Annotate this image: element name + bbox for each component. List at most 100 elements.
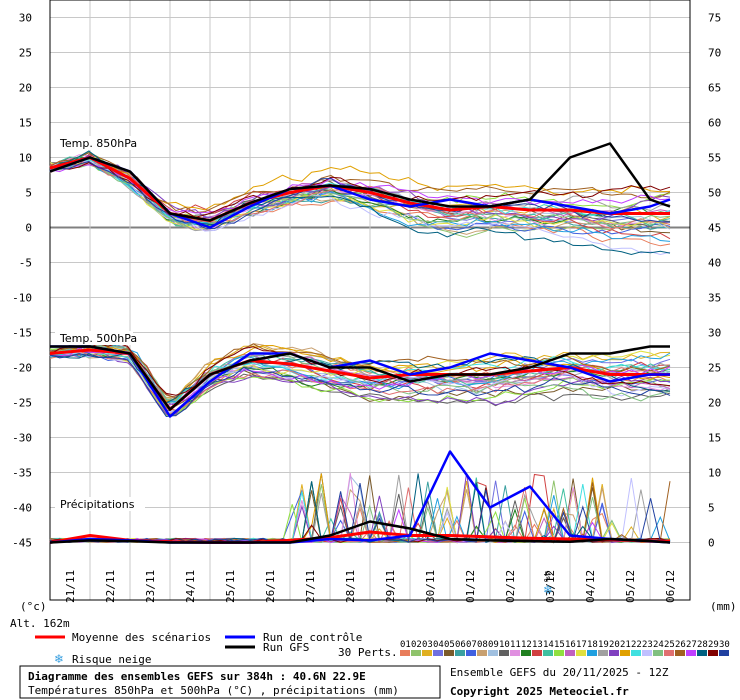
pert-swatch bbox=[653, 650, 663, 656]
series-line-precip bbox=[49, 520, 671, 544]
pert-number: 27 bbox=[686, 640, 697, 650]
pert-number: 17 bbox=[576, 640, 587, 650]
x-date-label: 29/11 bbox=[384, 570, 397, 603]
right-tick-label: 25 bbox=[708, 362, 721, 375]
right-tick-label: 70 bbox=[708, 47, 721, 60]
pert-swatch bbox=[686, 650, 696, 656]
right-tick-label: 60 bbox=[708, 117, 721, 130]
x-date-label: 06/12 bbox=[664, 570, 677, 603]
legend-gfs-label: Run GFS bbox=[263, 641, 309, 654]
altitude-label: Alt. 162m bbox=[10, 617, 70, 630]
pert-number: 30 bbox=[719, 640, 730, 650]
pert-swatch bbox=[565, 650, 575, 656]
legend-control-label: Run de contrôle bbox=[263, 631, 362, 644]
right-tick-label: 35 bbox=[708, 292, 721, 305]
series-line-t850 bbox=[49, 142, 671, 222]
pert-number: 09 bbox=[488, 640, 499, 650]
left-tick-label: -10 bbox=[12, 292, 32, 305]
pert-swatch bbox=[532, 650, 542, 656]
main-series-lines bbox=[49, 142, 671, 544]
right-tick-label: 5 bbox=[708, 502, 715, 515]
x-date-label: 23/11 bbox=[144, 570, 157, 603]
right-tick-label: 0 bbox=[708, 537, 715, 550]
pert-swatch bbox=[642, 650, 652, 656]
perturbation-legend: 01 02 03 04 05 06 07 08 09 10 11 12 13 14 15 16 17 18 19 20… bbox=[400, 640, 730, 656]
right-tick-label: 50 bbox=[708, 187, 721, 200]
pert-number: 26 bbox=[675, 640, 686, 650]
x-axis-ticks: 21/11 22/11 23/11 24/11 25/11 26/11 27/11 28/11… bbox=[64, 570, 677, 603]
left-tick-label: -30 bbox=[12, 432, 32, 445]
info-box bbox=[19, 665, 441, 699]
copyright: Copyright 2025 Meteociel.fr bbox=[450, 685, 629, 698]
pert-number: 13 bbox=[532, 640, 543, 650]
pert-number: 06 bbox=[455, 640, 466, 650]
perturbation-line bbox=[49, 156, 671, 231]
pert-number: 23 bbox=[642, 640, 653, 650]
perturbation-line bbox=[49, 342, 671, 396]
right-tick-label: 10 bbox=[708, 467, 721, 480]
pert-swatch bbox=[499, 650, 509, 656]
t850-panel-label: Temp. 850hPa bbox=[59, 137, 137, 150]
x-date-label: 28/11 bbox=[344, 570, 357, 603]
pert-number: 08 bbox=[477, 640, 488, 650]
pert-number: 04 bbox=[433, 640, 444, 650]
pert-swatch bbox=[631, 650, 641, 656]
pert-number: 07 bbox=[466, 640, 477, 650]
right-tick-label: 20 bbox=[708, 397, 721, 410]
pert-number: 22 bbox=[631, 640, 642, 650]
pert-number: 24 bbox=[653, 640, 664, 650]
perturbation-line bbox=[49, 344, 671, 404]
right-tick-label: 45 bbox=[708, 222, 721, 235]
pert-swatch bbox=[433, 650, 443, 656]
pert-swatch bbox=[543, 650, 553, 656]
pert-number: 28 bbox=[697, 640, 708, 650]
x-date-label: 04/12 bbox=[584, 570, 597, 603]
pert-number: 20 bbox=[609, 640, 620, 650]
snow-icon: ❄ bbox=[54, 652, 64, 666]
pert-swatch bbox=[708, 650, 718, 656]
left-tick-label: 5 bbox=[25, 187, 32, 200]
pert-swatch bbox=[664, 650, 674, 656]
left-tick-label: -20 bbox=[12, 362, 32, 375]
x-date-label: 03/12 bbox=[544, 570, 557, 603]
left-tick-label: 0 bbox=[25, 222, 32, 235]
pert-number: 21 bbox=[620, 640, 631, 650]
left-tick-label: -35 bbox=[12, 467, 32, 480]
pert-number: 05 bbox=[444, 640, 455, 650]
legend-snow-label: Risque neige bbox=[72, 653, 151, 666]
left-tick-label: -45 bbox=[12, 537, 32, 550]
pert-number: 10 bbox=[499, 640, 510, 650]
t500-panel-label: Temp. 500hPa bbox=[59, 332, 137, 345]
pert-swatch bbox=[719, 650, 729, 656]
left-tick-label: 10 bbox=[19, 152, 32, 165]
pert-number: 18 bbox=[587, 640, 598, 650]
legend-perts-label: 30 Perts. bbox=[338, 646, 398, 659]
pert-swatch bbox=[455, 650, 465, 656]
left-tick-label: 20 bbox=[19, 82, 32, 95]
left-tick-label: -40 bbox=[12, 502, 32, 515]
pert-number: 15 bbox=[554, 640, 565, 650]
x-date-label: 25/11 bbox=[224, 570, 237, 603]
pert-number: 29 bbox=[708, 640, 719, 650]
x-date-label: 27/11 bbox=[304, 570, 317, 603]
pert-swatch bbox=[587, 650, 597, 656]
perturbation-line bbox=[49, 353, 671, 418]
pert-number: 16 bbox=[565, 640, 576, 650]
series-line-t500 bbox=[50, 345, 670, 411]
pert-swatch bbox=[576, 650, 586, 656]
right-unit-label: (mm) bbox=[710, 600, 737, 613]
pert-swatch bbox=[521, 650, 531, 656]
pert-swatch bbox=[697, 650, 707, 656]
x-date-label: 30/11 bbox=[424, 570, 437, 603]
pert-number: 03 bbox=[422, 640, 433, 650]
x-date-label: 02/12 bbox=[504, 570, 517, 603]
x-date-label: 24/11 bbox=[184, 570, 197, 603]
right-tick-label: 40 bbox=[708, 257, 721, 270]
precip-panel-label: Précipitations bbox=[60, 498, 135, 511]
pert-number: 19 bbox=[598, 640, 609, 650]
x-date-label: 05/12 bbox=[624, 570, 637, 603]
pert-swatch bbox=[466, 650, 476, 656]
t850-label-bg bbox=[55, 136, 133, 150]
pert-number: 02 bbox=[411, 640, 422, 650]
